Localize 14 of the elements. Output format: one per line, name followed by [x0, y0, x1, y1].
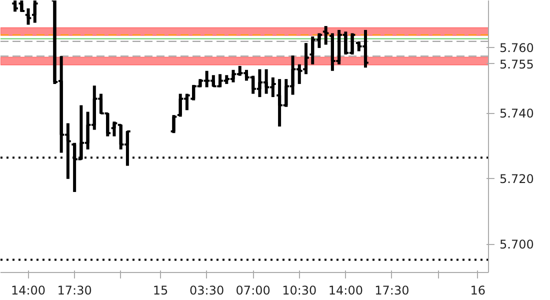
x-tick-label: 17:30 — [57, 284, 92, 298]
x-tick-label: 16 — [470, 284, 486, 298]
x-tick-label: 15 — [152, 284, 168, 298]
x-tick-label: 10:30 — [282, 284, 317, 298]
y-tick-label: 5.700 — [500, 238, 534, 252]
x-tick-label: 14:00 — [10, 284, 46, 298]
y-tick-label: 5.740 — [500, 106, 534, 121]
x-tick-label: 03:30 — [190, 284, 224, 298]
y-tick-label: 5.760 — [500, 41, 534, 56]
y-tick-label: 5.755 — [500, 58, 534, 72]
y-tick-label: 5.720 — [500, 172, 534, 186]
x-tick-label: 17:30 — [374, 284, 410, 298]
x-tick-label: 07:00 — [236, 284, 270, 298]
x-tick-label: 14:00 — [328, 284, 363, 298]
